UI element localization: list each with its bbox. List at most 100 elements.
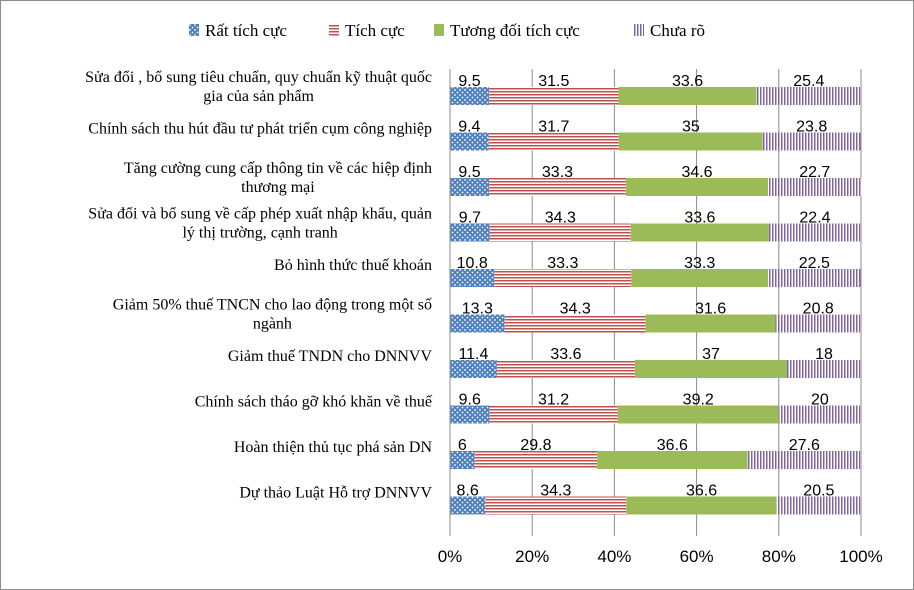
x-tick-label: 60% — [680, 547, 714, 566]
bar-segment — [489, 405, 618, 424]
bar-segment — [768, 178, 862, 196]
data-label: 11.4 — [458, 346, 488, 363]
category-label: Chính sách tháo gỡ khó khăn về thuế — [195, 394, 433, 411]
legend-swatch — [189, 24, 199, 36]
category-label: Tăng cường cung cấp thông tin về các hiệ… — [124, 160, 432, 177]
bar-segment — [630, 223, 769, 242]
data-label: 13.3 — [462, 301, 493, 318]
data-label: 9.5 — [458, 73, 480, 90]
bar-segment — [768, 269, 861, 287]
legend-label: Rất tích cực — [205, 21, 287, 40]
category-label: Giảm 50% thuế TNCN cho lao động trong mộ… — [113, 297, 432, 314]
bar-segment — [618, 132, 763, 151]
bar-segment — [474, 451, 598, 469]
data-label: 31.5 — [538, 73, 569, 90]
bar-segment — [787, 360, 861, 378]
bar-segment — [489, 87, 619, 105]
legend-label: Chưa rõ — [650, 21, 705, 40]
bar-segment — [625, 178, 769, 196]
bar-segment — [450, 314, 505, 333]
category-label: Giảm thuế TNDN cho DNNVV — [228, 348, 433, 365]
category-label: lý thị trường, cạnh tranh — [182, 225, 337, 242]
data-label: 31.7 — [538, 119, 569, 136]
category-label: Sửa đổi , bổ sung tiêu chuẩn, quy chuẩn … — [85, 69, 432, 86]
bar-segment — [450, 269, 495, 287]
category-label: Hoàn thiện thủ tục phá sản DN — [234, 439, 433, 456]
category-label: ngành — [253, 316, 292, 333]
category-label: Sửa đổi và bổ sung về cấp phép xuất nhập… — [88, 206, 432, 223]
bar-segment — [450, 223, 490, 242]
bar-segment — [450, 451, 475, 469]
x-tick-label: 40% — [597, 547, 631, 566]
data-label: 33.6 — [550, 346, 581, 363]
bar-segment — [494, 269, 632, 287]
bar-segment — [645, 314, 776, 333]
data-label: 23.8 — [796, 119, 827, 136]
legend-label: Tích cực — [345, 21, 405, 40]
bar-segment — [485, 496, 627, 515]
bar-segment — [762, 132, 861, 151]
data-label: 39.2 — [683, 392, 714, 409]
data-label: 22.5 — [799, 255, 830, 272]
bar-segment — [450, 132, 489, 151]
bar-segment — [776, 496, 861, 515]
data-label: 20 — [811, 392, 829, 409]
bar-segment — [489, 178, 626, 196]
data-label: 9.5 — [458, 164, 480, 181]
legend-swatch — [434, 24, 444, 36]
bar-segment — [756, 87, 861, 105]
bar-segment — [450, 360, 497, 378]
category-label: Dự thảo Luật Hỗ trợ DNNVV — [239, 485, 432, 502]
data-label: 36.6 — [686, 483, 717, 500]
bar-segment — [631, 269, 769, 287]
data-label: 33.3 — [542, 164, 573, 181]
bar-segment — [778, 405, 861, 424]
data-label: 9.4 — [458, 119, 480, 136]
data-label: 34.3 — [560, 301, 591, 318]
data-label: 6 — [458, 437, 467, 454]
bar-segment — [768, 223, 861, 242]
data-label: 18 — [815, 346, 833, 363]
bar-segment — [747, 451, 861, 469]
data-label: 29.8 — [520, 437, 551, 454]
data-label: 20.5 — [803, 483, 834, 500]
bar-segment — [450, 178, 490, 196]
data-label: 22.4 — [799, 210, 830, 227]
legend-label: Tương đối tích cực — [450, 21, 580, 40]
data-label: 20.8 — [803, 301, 834, 318]
x-tick-label: 80% — [762, 547, 796, 566]
data-label: 10.8 — [457, 255, 488, 272]
bar-segment — [597, 451, 748, 469]
data-label: 27.6 — [789, 437, 820, 454]
data-label: 34.3 — [540, 483, 571, 500]
bar-segment — [634, 360, 788, 378]
data-label: 36.6 — [657, 437, 688, 454]
bar-segment — [617, 405, 779, 424]
x-tick-label: 100% — [839, 547, 882, 566]
data-label: 33.3 — [684, 255, 715, 272]
data-label: 35 — [682, 119, 700, 136]
category-label: gia của sản phẩm — [203, 88, 314, 105]
legend-swatch — [634, 24, 644, 36]
bar-segment — [504, 314, 646, 333]
data-label: 8.6 — [457, 483, 479, 500]
data-label: 25.4 — [793, 73, 824, 90]
data-label: 33.6 — [684, 210, 715, 227]
bar-segment — [450, 496, 486, 515]
bar-segment — [489, 223, 631, 242]
data-label: 31.6 — [695, 301, 726, 318]
bar-segment — [626, 496, 777, 515]
x-tick-label: 0% — [438, 547, 463, 566]
data-label: 34.6 — [681, 164, 712, 181]
data-label: 34.3 — [545, 210, 576, 227]
bar-segment — [618, 87, 757, 105]
bar-segment — [450, 405, 490, 424]
legend-swatch — [329, 24, 339, 36]
data-label: 37 — [702, 346, 720, 363]
data-label: 31.2 — [538, 392, 569, 409]
bar-segment — [775, 314, 861, 333]
bar-segment — [488, 132, 619, 151]
category-label: Bỏ hình thức thuế khoán — [274, 257, 432, 274]
